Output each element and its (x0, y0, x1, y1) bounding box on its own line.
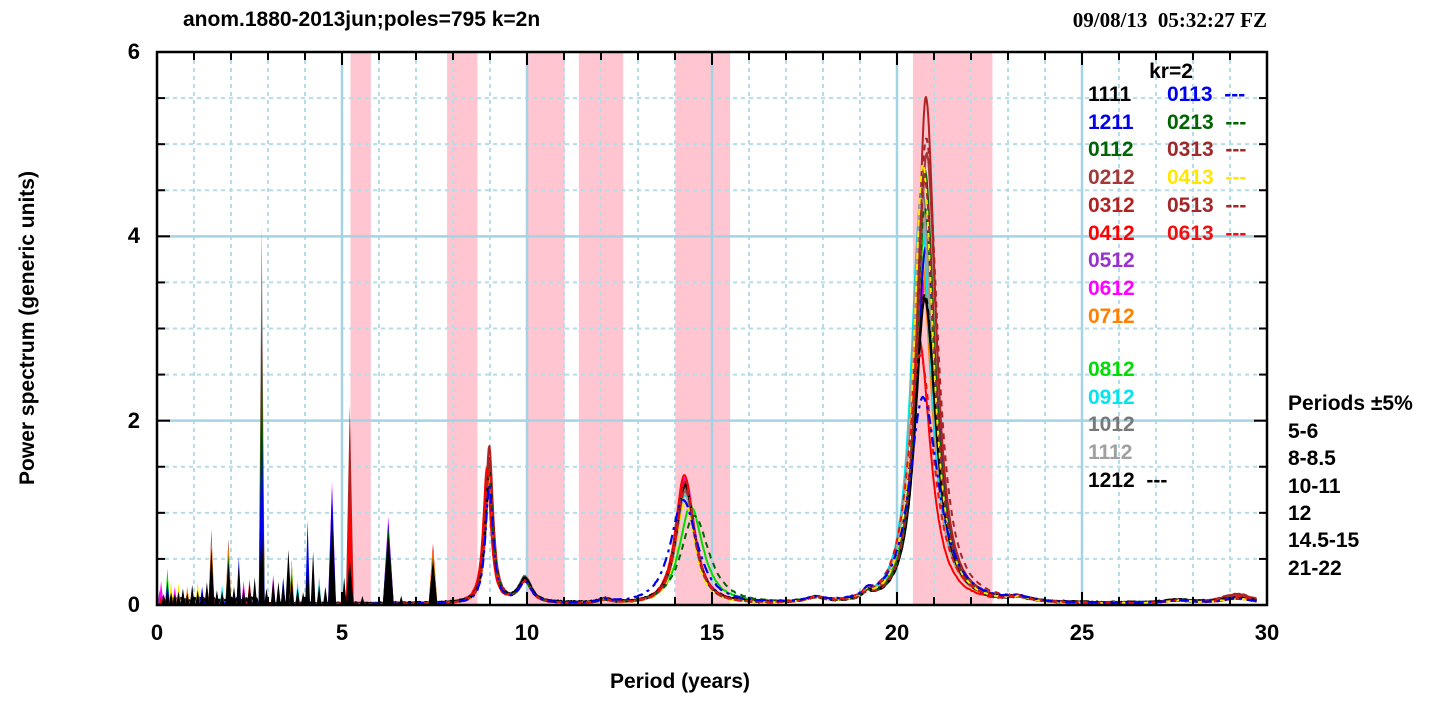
spike-segment (258, 415, 265, 605)
spike-segment (231, 586, 237, 605)
spike-segment (241, 588, 246, 605)
spike-segment (219, 591, 225, 605)
spike-segment (236, 564, 242, 605)
spike-segment (168, 592, 174, 605)
spike-segment (345, 558, 354, 605)
spike-segment (305, 520, 310, 605)
spike-segment (328, 520, 336, 605)
spike-segment (258, 525, 265, 605)
spike-segment (295, 588, 300, 605)
spike-segment (204, 582, 210, 605)
spike-segment (360, 595, 365, 605)
spike-segment (225, 561, 232, 605)
series-line-0113 (157, 395, 1257, 605)
spike-segment (208, 547, 215, 605)
spike-segment (323, 586, 328, 605)
spike-segment (316, 585, 322, 605)
spike-segment (165, 589, 170, 605)
spike-segment (252, 577, 258, 605)
gridlines (157, 52, 1267, 605)
spike-segment (158, 581, 164, 605)
series-curves (157, 96, 1258, 605)
spike-segment (176, 591, 181, 605)
spike-segment (310, 551, 316, 605)
series-line-0313 (157, 137, 1257, 605)
series-line-0613 (157, 353, 1257, 605)
plot-frame (155, 50, 1269, 607)
spike-segment (247, 584, 252, 605)
spike-segment (184, 593, 190, 605)
spike-segment (280, 582, 286, 605)
spike-segment (289, 579, 295, 605)
spike-segment (305, 563, 310, 605)
spike-segment (428, 557, 438, 605)
spike-segment (382, 535, 394, 605)
spike-segment (270, 579, 276, 605)
spike-segment (199, 593, 205, 605)
spike-segment (172, 593, 178, 605)
spike-segment (398, 595, 404, 605)
spike-segment (276, 582, 281, 605)
spike-segment (285, 549, 292, 605)
spike-segment (195, 590, 201, 605)
spike-segment (161, 593, 167, 605)
spike-segment (180, 588, 186, 605)
spike-segment (345, 485, 354, 605)
series-line-0213 (158, 206, 1257, 605)
spectral-spikes (157, 225, 438, 605)
spike-segment (214, 590, 220, 605)
